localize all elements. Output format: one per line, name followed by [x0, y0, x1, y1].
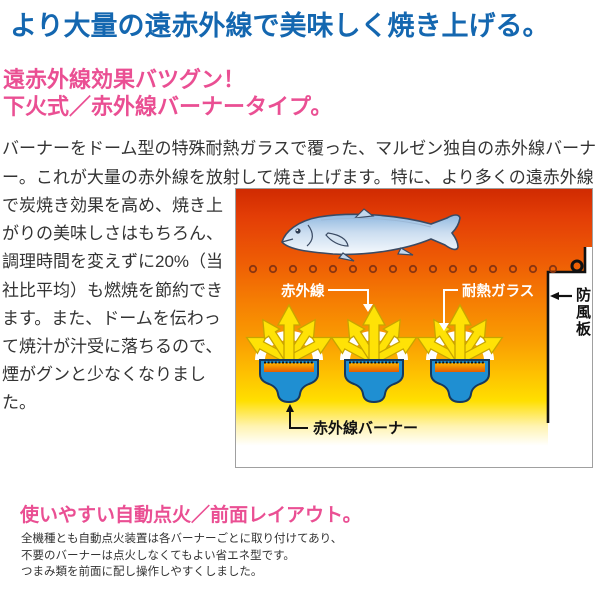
svg-text:風: 風 — [576, 304, 591, 321]
windbreak-plate — [548, 247, 592, 467]
windbreak-plate-edge — [546, 247, 587, 423]
section-infrared-heading-line2: 下火式／赤外線バーナータイプ。 — [3, 94, 333, 119]
svg-text:板: 板 — [576, 320, 592, 338]
burner-pointer-arrowhead — [286, 404, 294, 412]
page-title: より大量の遠赤外線で美味しく焼き上げる。 — [10, 11, 550, 41]
windbreak-pointer-arrowhead — [550, 292, 559, 300]
fish-illustration — [281, 208, 461, 262]
hook-ring-icon — [570, 259, 584, 273]
svg-text:防: 防 — [576, 286, 591, 304]
section-ignition-heading: 使いやすい自動点火／前面レイアウト。 — [20, 505, 362, 526]
diagram-border — [235, 188, 593, 468]
grill-holes — [248, 264, 558, 274]
heat-glass-label: 耐熱ガラス — [462, 282, 534, 300]
windbreak-label: 防 風 板 — [576, 286, 592, 338]
infrared-body-wrapped: で炭焼き効果を高め、焼き上がりの美味しさはもちろん、調理時間を変えずに20%（当… — [2, 196, 224, 413]
infrared-pointer-arrowhead — [363, 304, 373, 312]
infrared-pointer — [328, 289, 369, 304]
ignition-body-line3: つまみ類を前面に配し操作しやすくしました。 — [21, 566, 263, 578]
ignition-body-line1: 全機種とも自動点火装置は各バーナーごとに取り付けてあり、 — [21, 533, 343, 545]
ignition-body-line2: 不要のバーナーは点火しなくてもよい省エネ型です。 — [21, 549, 295, 562]
infrared-body-intro: バーナーをドーム型の特殊耐熱ガラスで覆った、マルゼン独自の赤外線バーナー。これが… — [2, 139, 597, 187]
section-infrared-heading: 遠赤外線効果バツグン！ 下火式／赤外線バーナータイプ。 — [3, 66, 593, 120]
burner-pointer — [289, 410, 308, 429]
infrared-label: 赤外線 — [281, 282, 325, 300]
heat-glass-pointer-arrowhead — [439, 323, 449, 331]
heat-glass-pointer — [443, 289, 458, 324]
section-ignition-body: 全機種とも自動点火装置は各バーナーごとに取り付けてあり、 不要のバーナーは点火し… — [21, 531, 581, 581]
section-infrared-heading-line1: 遠赤外線効果バツグン！ — [3, 67, 246, 92]
burner-label: 赤外線バーナー — [313, 419, 418, 437]
burner-diagram: 赤外線 耐熱ガラス 防 風 板 赤外線バーナー — [235, 188, 593, 468]
